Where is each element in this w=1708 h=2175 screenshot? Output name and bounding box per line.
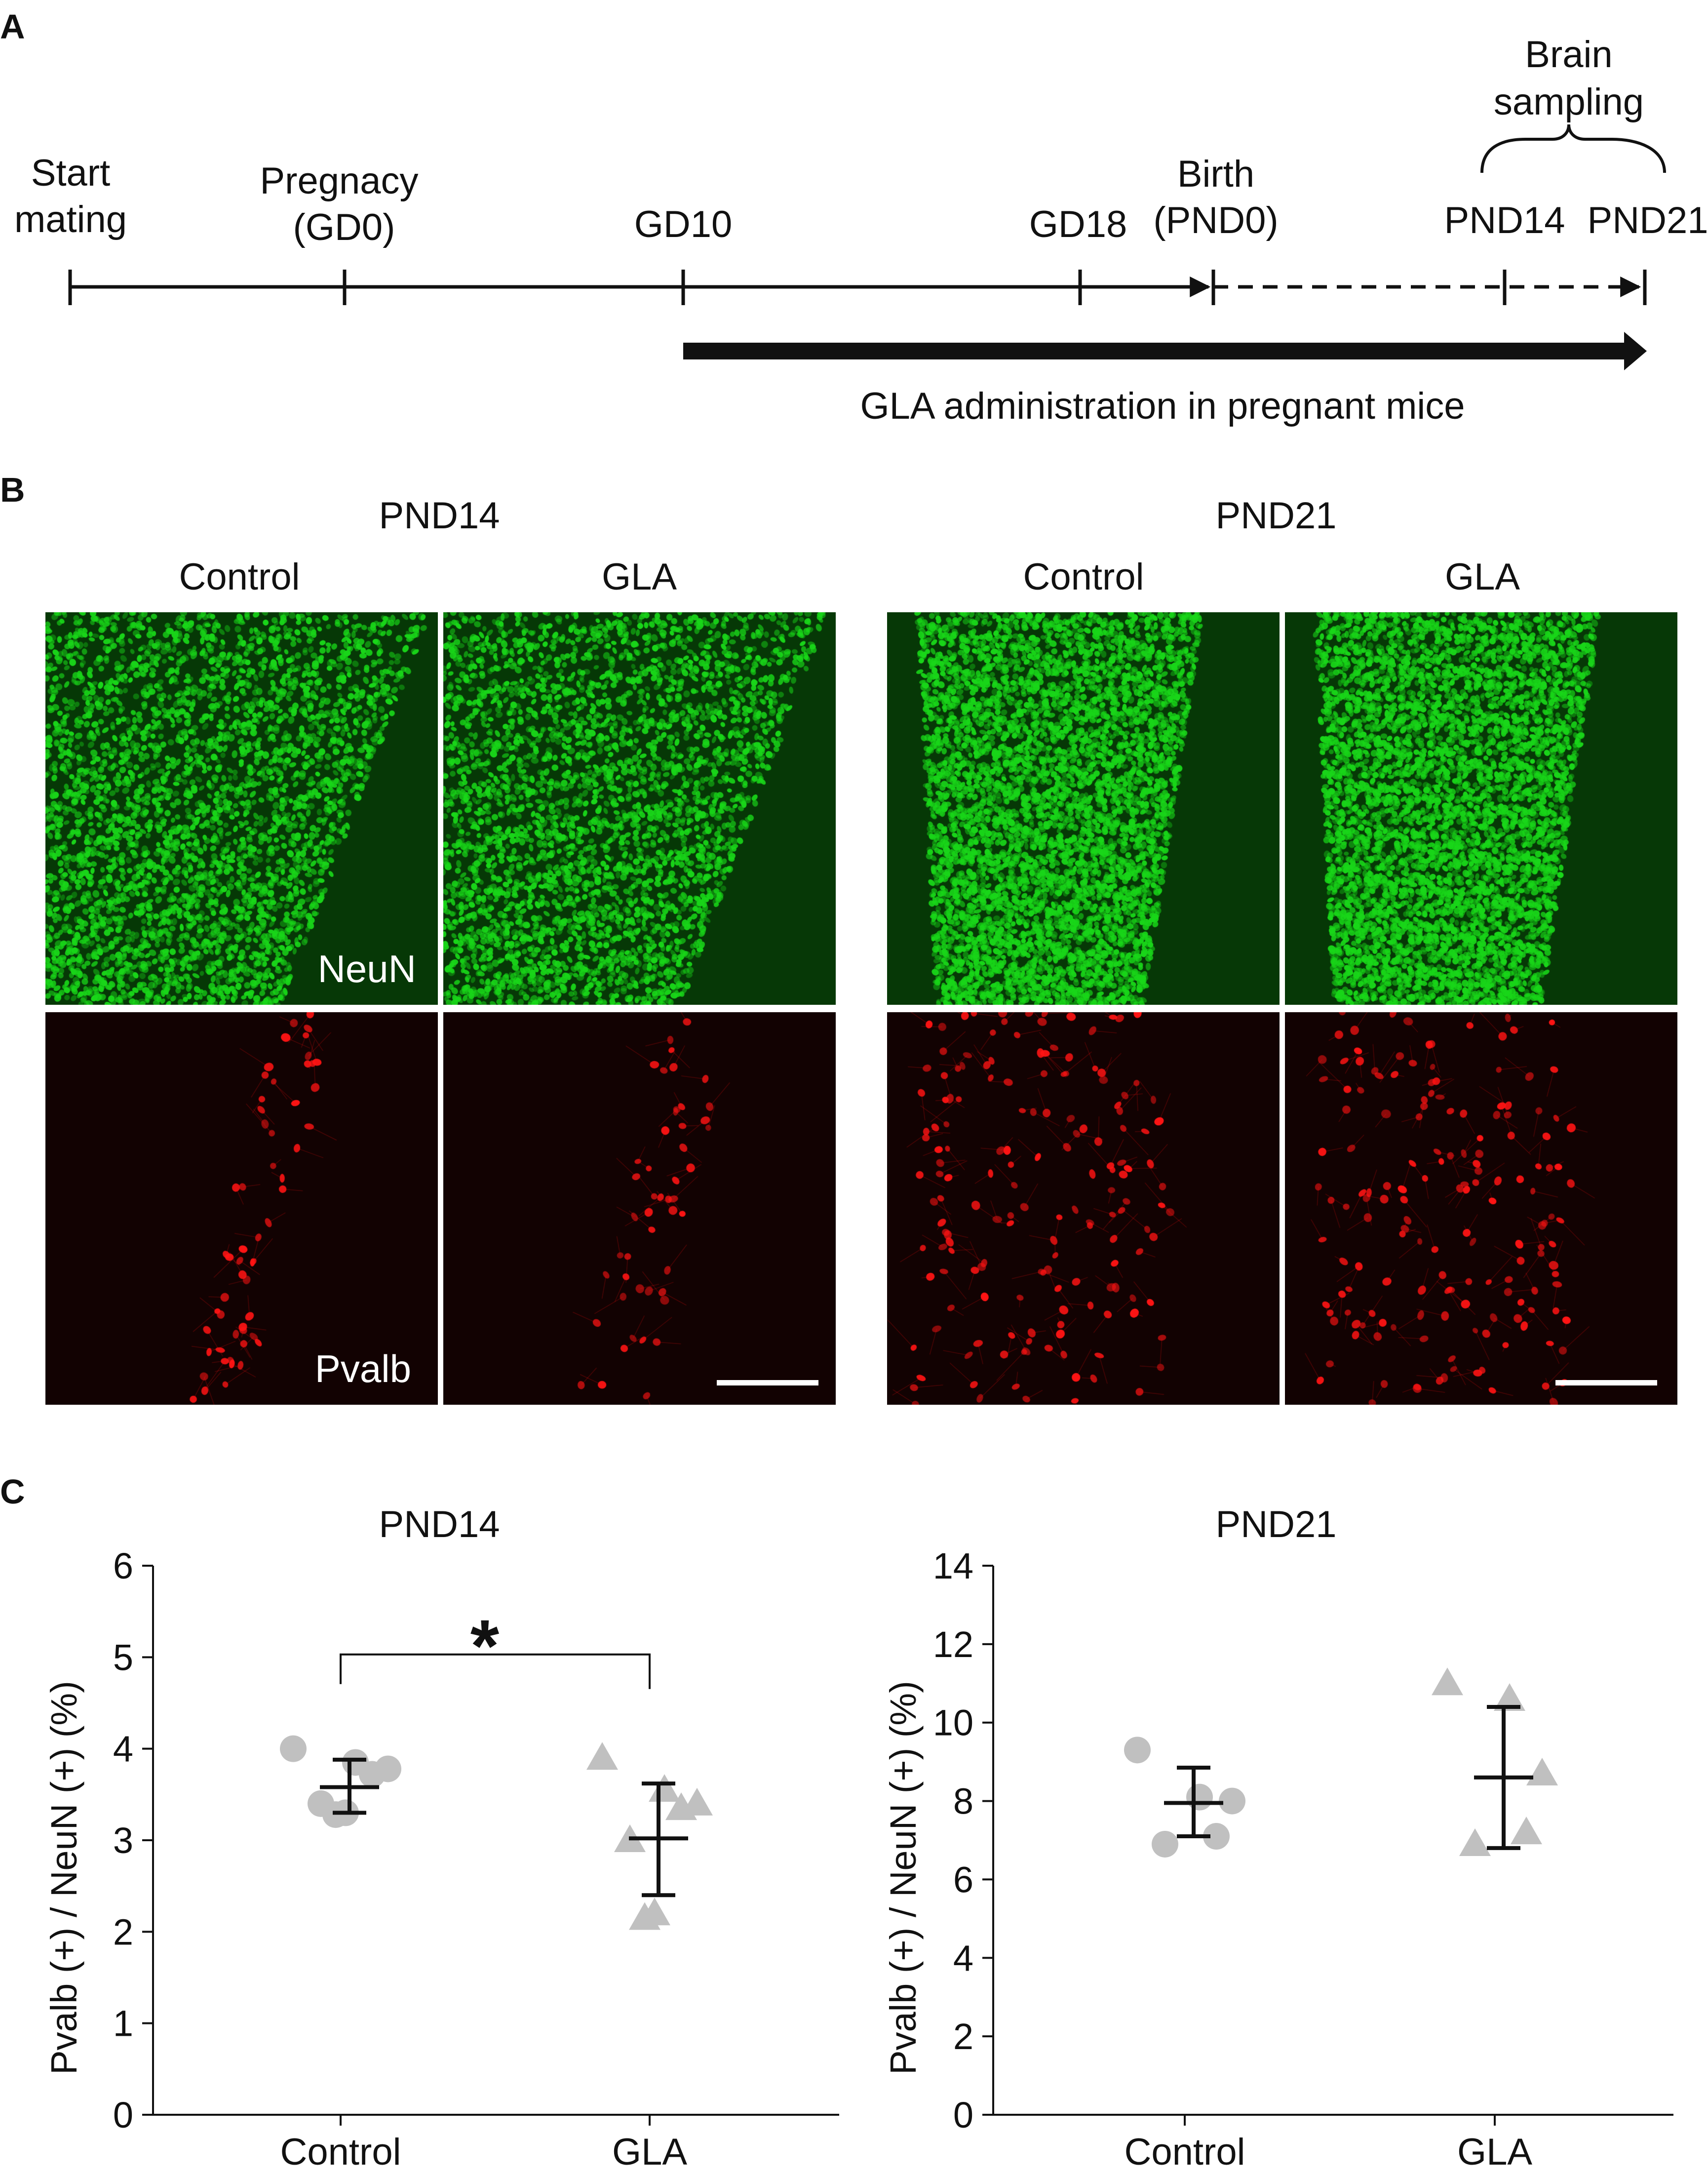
chart-title: PND21: [1216, 1503, 1337, 1545]
column-label-pnd21-control: Control: [1023, 556, 1144, 598]
x-tick-label: Control: [280, 2131, 401, 2173]
stain-label-neun: NeuN: [317, 947, 416, 990]
chart-pnd14: PND14 Pvalb (+) / NeuN (+) (%) Control G…: [43, 1503, 839, 2173]
y-axis-label: Pvalb (+) / NeuN (+) (%): [883, 1681, 924, 2075]
timeline-label-start-mating-2: mating: [14, 198, 127, 240]
administration-arrow-shaft: [683, 343, 1631, 359]
neun-cells-canvas: [887, 612, 1280, 1005]
y-tick-label: 5: [113, 1637, 133, 1678]
data-point: [1219, 1787, 1245, 1815]
timeline-label-start-mating: Start: [31, 152, 111, 194]
data-point: [629, 1902, 660, 1930]
data-point: [280, 1735, 307, 1762]
group-title-pnd14: PND14: [379, 495, 500, 537]
pvalb-cells-canvas: [887, 1012, 1280, 1405]
micrograph-pnd14-gla-pvalb: [443, 1012, 836, 1405]
data-point: [1526, 1757, 1558, 1785]
administration-label: GLA administration in pregnant mice: [860, 385, 1465, 427]
column-label-pnd21-gla: GLA: [1445, 556, 1520, 598]
x-tick-label: GLA: [1457, 2131, 1532, 2173]
timeline-label-gd10: GD10: [634, 203, 733, 245]
group-title-pnd21: PND21: [1216, 495, 1337, 537]
data-point: [1186, 1783, 1213, 1811]
neun-cells-canvas: [1285, 612, 1677, 1005]
y-tick-label: 12: [933, 1624, 973, 1665]
x-tick-label: GLA: [612, 2131, 687, 2173]
y-tick-label: 4: [953, 1938, 973, 1978]
y-tick-label: 8: [953, 1781, 973, 1822]
data-point: [586, 1742, 618, 1770]
y-tick-label: 4: [113, 1729, 133, 1770]
micrograph-pnd21-control-pvalb: [887, 1012, 1280, 1405]
timeline-ticks: [68, 270, 1647, 305]
bracket-label-line1: Brain: [1525, 34, 1612, 76]
y-tick-label: 2: [953, 2016, 973, 2057]
panel-a: A Start mating Pregnacy (GD0) GD10 GD18 …: [0, 7, 1708, 427]
micrograph-pnd14-gla-neun: [443, 612, 836, 1005]
timeline-label-birth: Birth: [1177, 153, 1254, 195]
stain-label-pvalb: Pvalb: [314, 1347, 411, 1390]
chart-title: PND14: [379, 1503, 500, 1545]
bracket-label-line2: sampling: [1494, 81, 1644, 123]
data-point: [665, 1792, 697, 1820]
data-point: [359, 1761, 386, 1788]
x-tick-label: Control: [1125, 2131, 1245, 2173]
data-point: [1203, 1823, 1230, 1850]
neun-cells-canvas: [45, 612, 438, 1005]
panel-c: C PND14 Pvalb (+) / NeuN (+) (%) Control…: [0, 1474, 1673, 2173]
significance-bracket: [340, 1653, 651, 1689]
micrograph-pnd21-gla-pvalb: [1285, 1012, 1677, 1405]
timeline-label-gd18: GD18: [1029, 203, 1127, 245]
panel-c-label: C: [0, 1474, 25, 1511]
panel-b-headers: B PND14 PND21 Control GLA Control GLA: [0, 471, 1520, 598]
data-point: [1511, 1817, 1542, 1845]
y-tick-label: 10: [933, 1702, 973, 1743]
administration-arrow-head: [1624, 332, 1647, 370]
pvalb-cells-canvas: [443, 1012, 836, 1405]
data-point: [1494, 1683, 1525, 1711]
timeline-label-pregnancy: Pregnacy: [260, 160, 418, 202]
data-point: [1432, 1667, 1463, 1696]
y-tick-label: 2: [113, 1911, 133, 1952]
panel-a-label: A: [0, 7, 25, 46]
timeline-label-gd0: (GD0): [293, 206, 395, 248]
timeline-label-pnd14: PND14: [1444, 199, 1565, 241]
y-tick-label: 3: [113, 1820, 133, 1861]
y-tick-label: 0: [953, 2095, 973, 2135]
micrograph-pnd21-gla-neun: [1285, 612, 1677, 1005]
data-point: [1152, 1830, 1178, 1858]
scale-bar: [1555, 1380, 1657, 1385]
micrograph-pnd21-control-neun: [887, 612, 1280, 1005]
data-point: [649, 1774, 680, 1802]
data-point: [1124, 1737, 1151, 1764]
panel-b-label: B: [0, 471, 25, 509]
pvalb-cells-canvas: [1285, 1012, 1677, 1405]
significance-star: *: [470, 1604, 500, 1687]
micrograph-pnd14-control-pvalb: Pvalb: [45, 1012, 438, 1405]
y-tick-label: 1: [113, 2003, 133, 2044]
y-tick-label: 14: [933, 1545, 973, 1586]
column-label-pnd14-control: Control: [179, 556, 300, 598]
y-axis-label: Pvalb (+) / NeuN (+) (%): [43, 1681, 84, 2075]
column-label-pnd14-gla: GLA: [602, 556, 677, 598]
timeline-label-pnd0: (PND0): [1153, 199, 1278, 241]
neun-cells-canvas: [443, 612, 836, 1005]
timeline-label-pnd21: PND21: [1588, 199, 1708, 241]
data-point: [1459, 1828, 1491, 1856]
pvalb-cells-canvas: [45, 1012, 438, 1405]
chart-pnd21: PND21 Pvalb (+) / NeuN (+) (%) Control G…: [883, 1503, 1673, 2173]
y-tick-label: 6: [953, 1859, 973, 1900]
micrograph-pnd14-control-neun: NeuN: [45, 612, 438, 1005]
sampling-bracket: [1480, 124, 1666, 173]
y-tick-label: 0: [113, 2095, 133, 2135]
scale-bar: [717, 1380, 818, 1385]
y-tick-label: 6: [113, 1545, 133, 1586]
